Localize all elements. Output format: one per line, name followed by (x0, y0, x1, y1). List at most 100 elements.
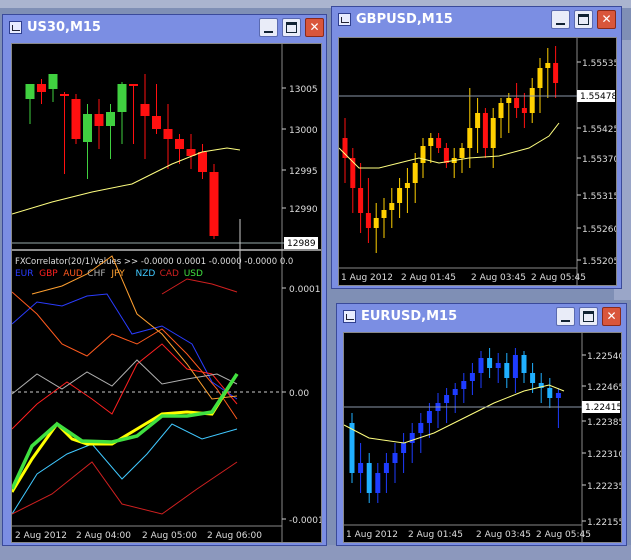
currency-legend-usd: USD (184, 269, 203, 279)
price-tick-label: 1.55260 (582, 225, 616, 235)
price-tick-label: 1.55535 (582, 59, 616, 69)
candle-body (365, 213, 371, 228)
desktop-background-bottom (0, 545, 631, 560)
candle-body (117, 84, 127, 112)
close-button[interactable]: ✕ (597, 10, 616, 29)
gbpusd-window-title: GBPUSD,M15 (356, 12, 453, 27)
gbpusd-title-bar[interactable]: GBPUSD,M15 ✕ (332, 7, 621, 33)
candle-body (482, 113, 488, 148)
price-tick-label: 1.22310 (587, 450, 621, 460)
time-tick-label: 2 Aug 03:45 (476, 530, 531, 540)
close-button[interactable]: ✕ (305, 18, 324, 37)
candle-body (490, 118, 496, 148)
candle-body (71, 99, 81, 139)
price-tick-label: 13000 (289, 126, 318, 136)
candle-body (521, 355, 527, 373)
candle-body (401, 443, 407, 453)
currency-legend-jpy: JPY (110, 269, 125, 279)
price-tick-label: 13005 (289, 85, 318, 95)
correlator-indicator-panel: FXCorrelator(20/1)Values >> -0.0000 0.00… (12, 255, 321, 527)
eurusd-chart-area[interactable]: 1.22540 1.22465 1.22385 1.22310 1.22235 1.221… (343, 332, 622, 543)
currency-legend-eur: EUR (15, 269, 34, 279)
price-tick-label: 0.00 (289, 389, 309, 399)
candle-body (83, 114, 92, 142)
candle-body (373, 218, 379, 228)
us30-axes: 2 Aug 2012 2 Aug 04:00 2 Aug 05:00 2 Aug 06… (15, 531, 262, 541)
candle-body (547, 388, 553, 398)
candle-body (358, 188, 364, 213)
candle-body (555, 393, 561, 398)
candle-body (537, 68, 543, 88)
currency-legend-cad: CAD (160, 269, 179, 279)
currency-strength-line (12, 359, 238, 395)
eurusd-price-panel: 1.22540 1.22465 1.22385 1.22310 1.22235 1.221… (344, 333, 621, 542)
candle-body (175, 139, 184, 149)
candle-body (504, 363, 510, 378)
currency-strength-line (12, 343, 238, 430)
candle-body (106, 112, 115, 126)
candle-body (467, 128, 473, 148)
candle-body (366, 463, 372, 493)
us30-price-panel: 13005 13000 12995 12990 12989 (12, 44, 318, 542)
minimize-button[interactable] (259, 18, 278, 37)
gbpusd-chart-window[interactable]: GBPUSD,M15 ✕ 1.55535 1.55425 1.55370 1.5531… (331, 6, 622, 289)
current-price-label: 1.22415 (585, 403, 621, 413)
time-tick-label: 2 Aug 04:00 (76, 531, 131, 541)
candle-body (381, 210, 387, 218)
candle-body (436, 138, 442, 148)
moving-average-line (344, 384, 565, 444)
us30-title-bar[interactable]: US30,M15 ✕ (3, 15, 326, 41)
eurusd-window-title: EURUSD,M15 (361, 309, 458, 324)
candle-body (342, 138, 348, 158)
candle-body (349, 423, 355, 473)
candle-body (94, 114, 104, 126)
maximize-button[interactable] (282, 18, 301, 37)
minimize-button[interactable] (556, 307, 575, 326)
currency-legend-nzd: NZD (136, 269, 156, 279)
us30-chart-window[interactable]: US30,M15 ✕ 13005 13000 12995 12990 12989 FXC… (2, 14, 327, 546)
price-tick-label: 1.22385 (587, 418, 621, 428)
gbpusd-chart-area[interactable]: 1.55535 1.55425 1.55370 1.55315 1.55260 1.552… (338, 37, 617, 286)
currency-strength-line (161, 278, 238, 295)
candle-body (512, 355, 518, 378)
currency-strength-line (12, 461, 238, 515)
time-tick-label: 1 Aug 2012 (346, 530, 398, 540)
candle-body (60, 94, 69, 96)
time-tick-label: 1 Aug 2012 (341, 273, 393, 283)
currency-strength-line (12, 293, 238, 400)
time-tick-label: 2 Aug 05:45 (531, 273, 586, 283)
candle-body (521, 108, 527, 113)
eurusd-title-bar[interactable]: EURUSD,M15 ✕ (337, 304, 626, 330)
candle-body (48, 74, 58, 89)
close-button[interactable]: ✕ (602, 307, 621, 326)
indicator-header: FXCorrelator(20/1)Values >> -0.0000 0.00… (15, 257, 293, 267)
candle-body (409, 433, 415, 443)
candle-body (487, 358, 493, 368)
candle-body (163, 129, 173, 139)
candle-body (529, 88, 535, 113)
time-tick-label: 2 Aug 2012 (15, 531, 67, 541)
candle-body (412, 163, 418, 183)
candle-body (129, 84, 138, 86)
time-tick-label: 2 Aug 05:45 (536, 530, 591, 540)
candle-body (478, 358, 484, 373)
minimize-button[interactable] (551, 10, 570, 29)
eurusd-chart-window[interactable]: EURUSD,M15 ✕ 1.22540 1.22465 1.22385 1.2231… (336, 303, 627, 546)
candle-body (538, 383, 544, 388)
maximize-button[interactable] (574, 10, 593, 29)
maximize-button[interactable] (579, 307, 598, 326)
candle-body (383, 463, 389, 473)
desktop-background (0, 0, 631, 8)
current-price-label: 1.55478 (580, 92, 616, 102)
price-tick-label: -0.0001 (289, 516, 321, 526)
candle-body (443, 148, 449, 163)
chart-window-icon (338, 13, 351, 26)
chart-window-icon (343, 310, 356, 323)
price-tick-label: 1.55370 (582, 155, 616, 165)
candle-body (152, 116, 161, 129)
candle-body (198, 152, 207, 172)
moving-average-line (12, 147, 241, 215)
currency-legend-chf: CHF (87, 269, 105, 279)
chart-window-icon (9, 21, 22, 34)
us30-chart-area[interactable]: 13005 13000 12995 12990 12989 FXCorrelator(2… (11, 43, 322, 543)
